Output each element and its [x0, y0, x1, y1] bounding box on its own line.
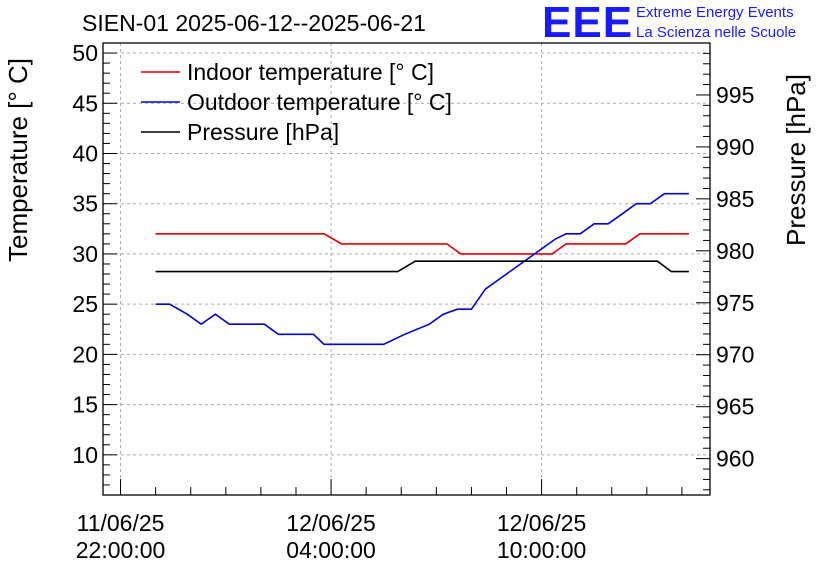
y2-tick-label: 985: [716, 186, 754, 212]
y-axis-left: 10 15 20 25 30 35 40 45 50: [72, 40, 117, 496]
y-axis-label: Temperature [° C]: [3, 58, 33, 262]
y-tick-label: 35: [72, 191, 98, 217]
y2-tick-label: 965: [716, 394, 754, 420]
y2-tick-label: 960: [716, 446, 754, 472]
org-name-line2: La Scienza nelle Scuole: [636, 24, 797, 41]
pressure-line: [155, 260, 689, 273]
x-tick-date: 12/06/25: [286, 510, 376, 536]
series-lines: [155, 192, 689, 346]
x-tick-time: 22:00:00: [76, 537, 166, 563]
y-tick-label: 10: [72, 442, 98, 468]
y2-axis-label: Pressure [hPa]: [781, 74, 811, 246]
y2-tick-label: 995: [716, 82, 754, 108]
indoor-temperature-line: [155, 233, 689, 255]
org-name-line1: Extreme Energy Events: [636, 4, 794, 21]
y-tick-label: 50: [72, 40, 98, 66]
y-tick-label: 30: [72, 241, 98, 267]
x-tick-date: 12/06/25: [497, 510, 587, 536]
y-tick-label: 45: [72, 90, 98, 116]
x-tick-time: 04:00:00: [286, 537, 376, 563]
y2-tick-label: 980: [716, 238, 754, 264]
x-tick-date: 11/06/25: [77, 510, 165, 536]
y-axis-right: 960 965 970 975 980 985 990 995: [696, 42, 754, 491]
legend-indoor-label: Indoor temperature [° C]: [187, 59, 434, 85]
y-tick-label: 25: [72, 291, 98, 317]
outdoor-temperature-line: [155, 192, 689, 346]
y-tick-label: 15: [72, 392, 98, 418]
y-tick-label: 20: [72, 341, 98, 367]
y2-tick-label: 975: [716, 290, 754, 316]
grid: [103, 43, 710, 495]
plot-frame: [102, 42, 711, 496]
x-axis: 11/06/2522:00:0012/06/2504:00:0012/06/25…: [76, 479, 683, 563]
chart-title: SIEN-01 2025-06-12--2025-06-21: [82, 10, 426, 36]
legend: Indoor temperature [° C] Outdoor temperat…: [141, 59, 452, 145]
y2-tick-label: 970: [716, 342, 754, 368]
x-tick-time: 10:00:00: [497, 537, 587, 563]
legend-outdoor-label: Outdoor temperature [° C]: [187, 89, 452, 115]
eee-logo: EEE: [542, 0, 634, 47]
y-tick-label: 40: [72, 140, 98, 166]
legend-pressure-label: Pressure [hPa]: [187, 119, 339, 145]
y2-tick-label: 990: [716, 134, 754, 160]
